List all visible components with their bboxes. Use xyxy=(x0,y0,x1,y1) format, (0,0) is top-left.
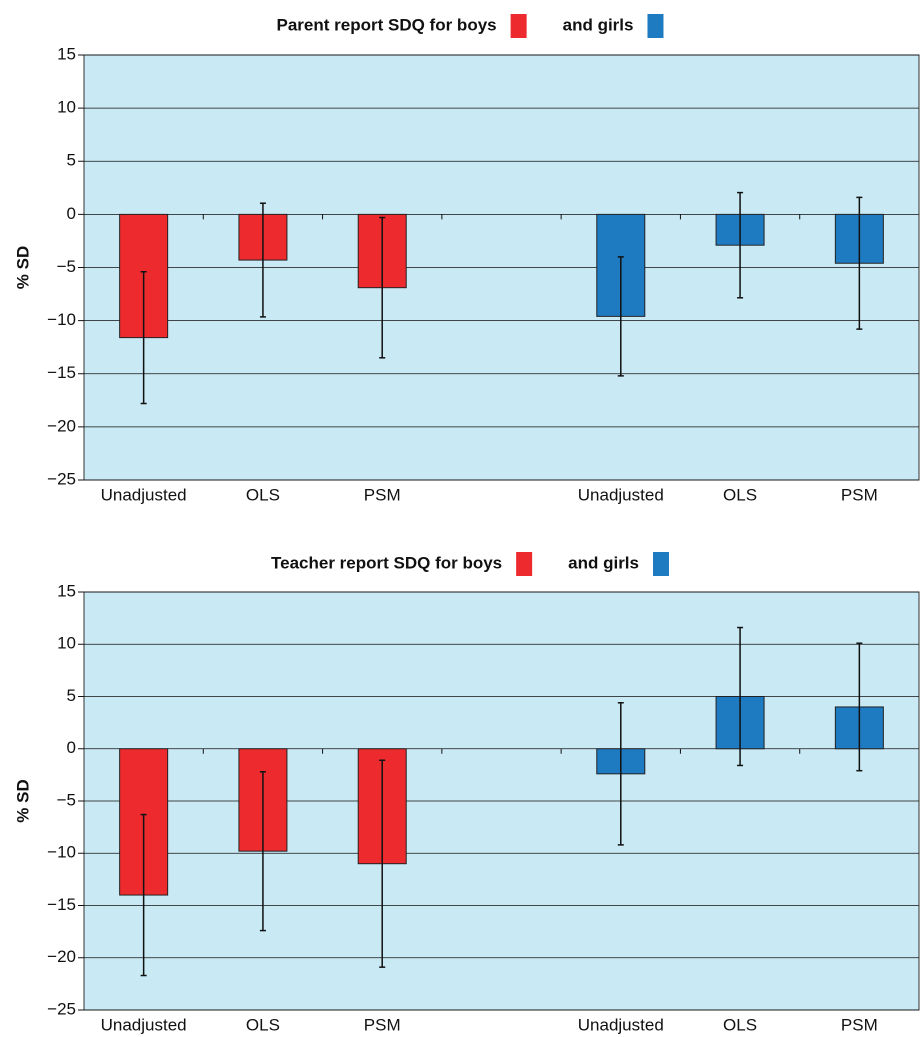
x-tick-label: OLS xyxy=(723,485,757,504)
error-bar xyxy=(856,196,863,330)
y-tick-label: 10 xyxy=(57,98,76,117)
y-tick-label: −5 xyxy=(57,790,76,809)
x-tick-label: Unadjusted xyxy=(101,485,187,504)
x-tick-label: PSM xyxy=(841,1015,878,1034)
y-tick-label: −15 xyxy=(47,363,76,382)
legend-label: and girls xyxy=(568,553,639,572)
y-tick-label: 5 xyxy=(67,686,76,705)
y-tick-label: −25 xyxy=(47,999,76,1018)
y-tick-label: −10 xyxy=(47,310,76,329)
x-tick-label: Unadjusted xyxy=(578,1015,664,1034)
y-tick-label: −10 xyxy=(47,843,76,862)
y-axis-label: % SD xyxy=(13,246,32,289)
x-tick-label: OLS xyxy=(246,485,280,504)
error-bar xyxy=(617,702,624,846)
y-tick-label: −25 xyxy=(47,469,76,488)
legend-swatch xyxy=(516,552,533,576)
title-legend: Parent report SDQ for boys and girls xyxy=(277,14,664,38)
error-bar xyxy=(140,813,147,977)
x-tick-label: PSM xyxy=(364,485,401,504)
y-tick-label: −20 xyxy=(47,947,76,966)
y-tick-label: 5 xyxy=(67,151,76,170)
error-bar xyxy=(379,216,386,359)
error-bar xyxy=(259,202,266,318)
legend-swatch xyxy=(510,14,527,38)
legend-label: and girls xyxy=(563,15,634,34)
y-tick-label: −5 xyxy=(57,257,76,276)
x-tick-label: OLS xyxy=(723,1015,757,1034)
error-bar xyxy=(856,642,863,772)
x-tick-label: Unadjusted xyxy=(578,485,664,504)
title-legend: Teacher report SDQ for boys and girls xyxy=(271,552,669,576)
y-tick-label: 15 xyxy=(57,44,76,63)
legend-swatch xyxy=(647,14,664,38)
error-bar xyxy=(140,271,147,405)
error-bar xyxy=(379,759,386,968)
x-tick-label: Unadjusted xyxy=(101,1015,187,1034)
x-tick-label: PSM xyxy=(364,1015,401,1034)
error-bar xyxy=(617,256,624,377)
error-bar xyxy=(259,770,266,932)
chart-title: Teacher report SDQ for boys xyxy=(271,553,502,572)
chart-title: Parent report SDQ for boys xyxy=(277,15,497,34)
y-tick-label: 0 xyxy=(67,204,76,223)
y-tick-label: −15 xyxy=(47,895,76,914)
x-tick-label: PSM xyxy=(841,485,878,504)
y-tick-label: −20 xyxy=(47,416,76,435)
y-tick-label: 0 xyxy=(67,738,76,757)
y-tick-label: 15 xyxy=(57,581,76,600)
error-bar xyxy=(737,191,744,299)
legend-swatch xyxy=(653,552,669,576)
error-bar xyxy=(737,626,744,767)
x-tick-label: OLS xyxy=(246,1015,280,1034)
y-tick-label: 10 xyxy=(57,634,76,653)
y-axis-label: % SD xyxy=(13,779,32,822)
